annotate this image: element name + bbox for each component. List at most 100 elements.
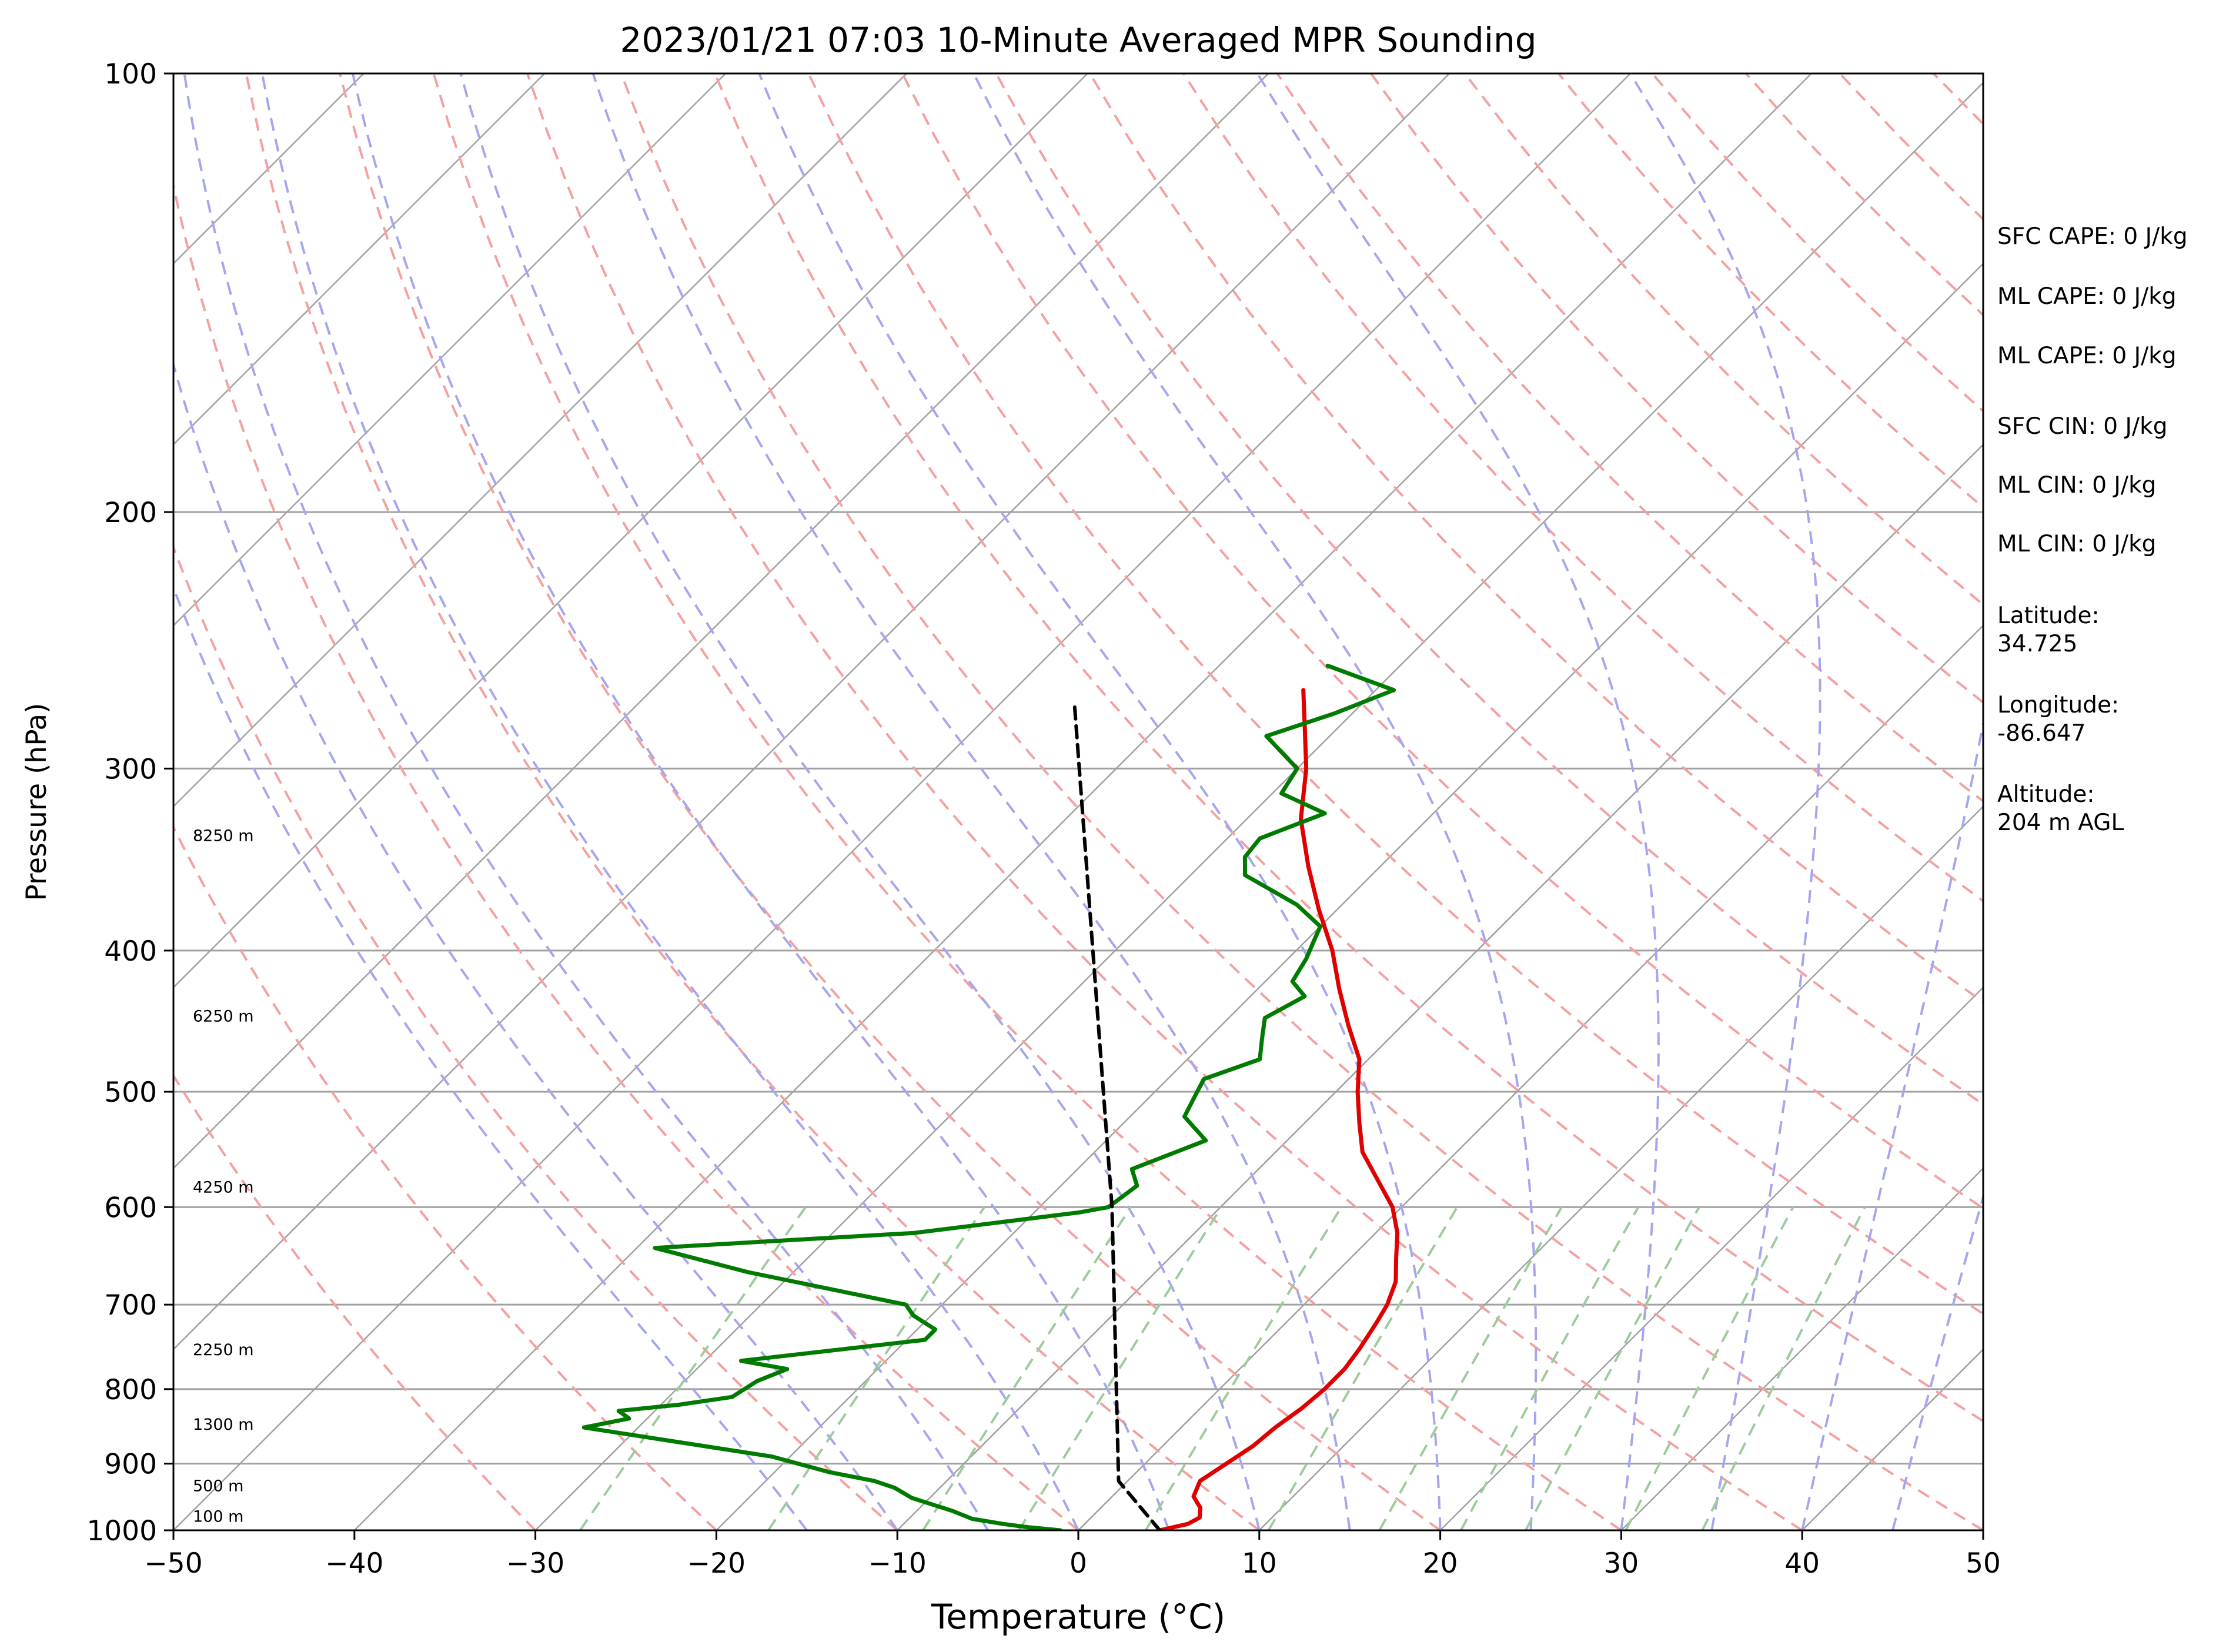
y-tick-label: 500 [104, 1076, 157, 1109]
dry-adiabat-line [620, 73, 1983, 1530]
x-tick-label: 0 [1069, 1547, 1087, 1580]
dry-adiabat-line [339, 73, 1441, 1530]
dry-adiabats [173, 73, 1983, 1530]
y-tick-label: 800 [104, 1374, 157, 1406]
x-tick-label: 40 [1784, 1547, 1820, 1580]
moist-adiabat-line [351, 73, 1170, 1530]
moist-adiabat-line [758, 73, 1442, 1530]
isotherm-line [1620, 1167, 1983, 1530]
ml-cape-text: ML CAPE: 0 J/kg [1997, 283, 2177, 310]
dry-adiabat-line [807, 73, 1983, 1316]
isotherm-line [716, 262, 1983, 1530]
y-axis-ticks: 100 200 300 400 500 600 700 800 900 1000 [86, 58, 173, 1547]
x-axis-ticks: −50 −40 −30 −20 −10 0 10 20 30 40 50 [144, 1530, 2001, 1580]
isotherm-line [173, 73, 726, 627]
moist-adiabat-line [260, 73, 1079, 1530]
dry-adiabat-line [173, 180, 1079, 1530]
mixing-ratio-line [1525, 1206, 1700, 1530]
x-tick-label: 30 [1603, 1547, 1639, 1580]
y-tick-label: 700 [104, 1289, 157, 1322]
plot-area [173, 73, 1983, 1530]
isotherm-line [173, 73, 1088, 989]
dry-adiabat-line [526, 73, 1803, 1530]
ml-cape-text-2: ML CAPE: 0 J/kg [1997, 343, 2177, 369]
dry-adiabat-line [901, 73, 1983, 1210]
latitude-label: Latitude: [1997, 603, 2100, 629]
isotherm-line [1439, 986, 1983, 1530]
dry-adiabat-line [432, 73, 1622, 1530]
mixing-ratio-line [1267, 1206, 1459, 1530]
dry-adiabat-line [173, 825, 717, 1530]
y-axis-label: Pressure (hPa) [21, 703, 53, 901]
mixing-ratio-line [1701, 1206, 1866, 1530]
isotherm-line [173, 73, 546, 446]
dry-adiabat-line [245, 73, 1261, 1530]
sounding-series [581, 663, 1400, 1530]
dry-adiabat-line [173, 544, 898, 1530]
altitude-label: Altitude: [1997, 781, 2095, 808]
y-tick-label: 300 [104, 753, 157, 785]
x-tick-label: −40 [325, 1547, 383, 1580]
mixing-ratio-line [1018, 1206, 1223, 1530]
x-tick-label: −20 [687, 1547, 746, 1580]
x-tick-label: −50 [144, 1547, 202, 1580]
moist-adiabat-line [173, 584, 808, 1530]
height-label: 1300 m [193, 1416, 254, 1434]
chart-title: 2023/01/21 07:03 10-Minute Averaged MPR … [620, 20, 1536, 60]
sfc-cape-text: SFC CAPE: 0 J/kg [1997, 223, 2188, 250]
height-label: 6250 m [193, 1007, 254, 1025]
mixing-ratio-line [767, 1206, 985, 1530]
moist-adiabat-line [173, 360, 898, 1530]
mixing-ratio-line [922, 1206, 1132, 1530]
x-axis-label: Temperature (°C) [931, 1597, 1226, 1637]
height-label: 8250 m [193, 827, 254, 845]
y-tick-label: 900 [104, 1449, 157, 1481]
x-tick-label: 50 [1966, 1547, 2001, 1580]
isotherm-line [173, 73, 1450, 1350]
mixing-ratio-line [1378, 1206, 1563, 1530]
moist-adiabat-line [1801, 717, 1983, 1530]
moist-adiabat-line [591, 73, 1351, 1530]
dewpoint-profile [581, 663, 1396, 1530]
moist-adiabat-line [1629, 73, 1821, 1530]
mixing-ratio-line [1460, 1206, 1640, 1530]
isotherm-line [534, 81, 1983, 1530]
x-tick-label: 10 [1242, 1547, 1277, 1580]
dry-adiabat-line [1088, 73, 1983, 1004]
height-label: 2250 m [193, 1341, 254, 1359]
temperature-profile [1158, 688, 1400, 1530]
y-tick-label: 400 [104, 935, 157, 968]
height-label: 500 m [193, 1477, 243, 1496]
moist-adiabat-line [1891, 1192, 1983, 1530]
altitude-value: 204 m AGL [1997, 810, 2124, 836]
dry-adiabat-line [713, 73, 1983, 1423]
x-tick-label: −10 [868, 1547, 927, 1580]
y-tick-label: 600 [104, 1192, 157, 1224]
mixing-ratio-line [579, 1206, 807, 1530]
height-label: 100 m [193, 1507, 243, 1526]
isotherm-line [897, 443, 1983, 1530]
moist-adiabat-line [183, 73, 989, 1530]
height-labels: 100 m 500 m 1300 m 2250 m 4250 m 6250 m 8250 m [193, 827, 254, 1526]
moist-adiabat-line [459, 73, 1261, 1530]
y-tick-label: 100 [104, 58, 157, 91]
y-tick-label: 1000 [86, 1515, 157, 1547]
parcel-profile [1072, 700, 1162, 1530]
isotherm-line [173, 73, 1631, 1530]
isotherm-line [1258, 805, 1983, 1530]
x-tick-label: −30 [506, 1547, 564, 1580]
longitude-label: Longitude: [1997, 692, 2119, 718]
height-label: 4250 m [193, 1178, 254, 1196]
sfc-cin-text: SFC CIN: 0 J/kg [1997, 413, 2167, 440]
moist-adiabats [173, 73, 1983, 1530]
parameters-panel: SFC CAPE: 0 J/kg ML CAPE: 0 J/kg ML CAPE… [1997, 223, 2188, 836]
mixing-ratio-line [1625, 1206, 1794, 1530]
ml-cin-text: ML CIN: 0 J/kg [1997, 472, 2156, 499]
mixing-ratio-line [1144, 1206, 1343, 1530]
latitude-value: 34.725 [1997, 631, 2077, 657]
isotherm-line [1078, 624, 1983, 1530]
isotherm-grid [173, 73, 1983, 1530]
isotherm-line [173, 73, 1269, 1170]
moist-adiabat-line [972, 73, 1538, 1530]
